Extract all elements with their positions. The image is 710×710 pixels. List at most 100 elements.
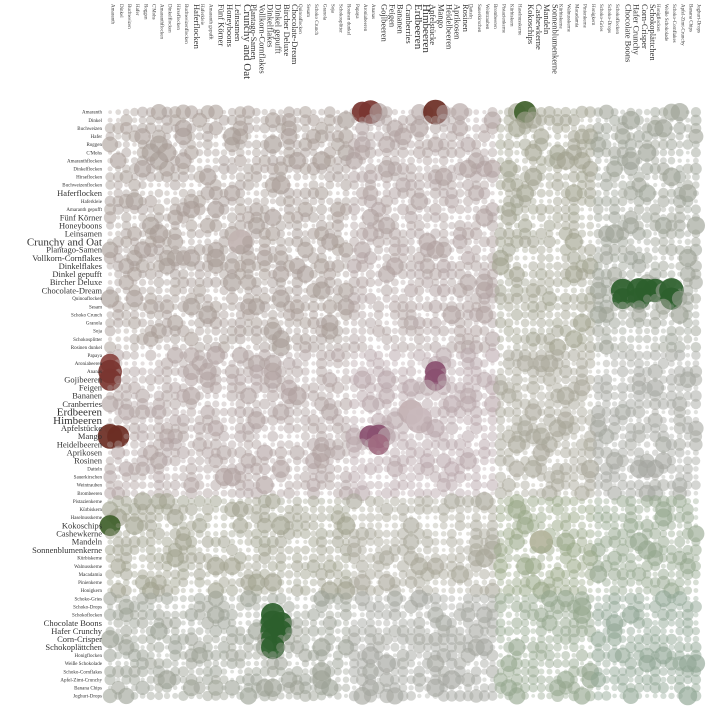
bubble-5-14 xyxy=(220,149,228,156)
bubble-40-38 xyxy=(415,432,424,441)
bubble-30-37 xyxy=(407,351,415,360)
bubble-23-72 xyxy=(690,293,702,304)
bubble-63-55 xyxy=(554,620,561,626)
bubble-32-63 xyxy=(617,365,629,378)
bubble-5-17 xyxy=(245,149,252,156)
bubble-56-34 xyxy=(383,562,391,570)
bubble-67-17 xyxy=(244,651,253,660)
bubble-24-7 xyxy=(159,299,175,315)
bubble-14-9 xyxy=(181,223,186,228)
bubble-31-59 xyxy=(585,358,596,369)
bubble-21-22 xyxy=(287,280,292,285)
bubble-33-21 xyxy=(276,375,286,385)
bubble-30-56 xyxy=(561,350,571,360)
bubble-21-19 xyxy=(261,279,268,286)
bubble-18-61 xyxy=(599,251,614,265)
bubble-18-24 xyxy=(301,254,310,262)
bubble-41-60 xyxy=(592,439,604,450)
bubble-25-9 xyxy=(181,312,186,317)
bubble-31-65 xyxy=(634,358,644,369)
bubble-3-9 xyxy=(174,127,193,146)
bubble-28-37 xyxy=(409,337,414,342)
bubble-10-55 xyxy=(554,190,561,196)
bubble-13-56 xyxy=(560,212,571,223)
bubble-20-11 xyxy=(194,269,205,280)
bubble-65-25 xyxy=(311,637,316,642)
bubble-10-69 xyxy=(666,188,677,198)
bubble-14-42 xyxy=(448,221,456,230)
bubble-42-0 xyxy=(107,450,113,455)
bubble-22-6 xyxy=(155,286,163,295)
bubble-34-62 xyxy=(611,384,618,391)
bubble-27-13 xyxy=(211,326,221,336)
bubble-29-29 xyxy=(341,342,351,352)
bubble-51-61 xyxy=(601,520,612,531)
bubble-6-2 xyxy=(123,158,129,164)
bubble-28-41 xyxy=(441,336,447,342)
bubble-63-5 xyxy=(148,620,153,626)
bubble-50-17 xyxy=(246,515,251,520)
bubble-13-61 xyxy=(602,213,611,222)
bubble-42-11 xyxy=(195,448,204,457)
bubble-13-26 xyxy=(317,213,326,222)
bubble-53-38 xyxy=(416,539,422,545)
bubble-35-60 xyxy=(593,391,603,401)
bubble-25-30 xyxy=(348,309,360,321)
bubble-40-65 xyxy=(632,429,646,444)
bubble-2-69 xyxy=(669,126,674,131)
bubble-10-18 xyxy=(253,190,260,197)
bubble-46-27 xyxy=(324,480,335,491)
bubble-12-52 xyxy=(527,204,539,215)
bubble-20-10 xyxy=(188,271,195,278)
bubble-52-13 xyxy=(213,531,219,537)
bubble-4-48 xyxy=(495,139,506,150)
bubble-18-37 xyxy=(407,254,416,262)
bubble-11-65 xyxy=(633,195,645,207)
bubble-7-16 xyxy=(237,165,244,172)
bubble-46-38 xyxy=(416,481,423,489)
bubble-23-35 xyxy=(390,294,399,303)
bubble-47-22 xyxy=(283,487,295,499)
bubble-54-53 xyxy=(537,545,546,555)
bubble-9-41 xyxy=(438,179,450,191)
bubble-40-5 xyxy=(146,432,156,441)
bubble-36-5 xyxy=(148,401,153,407)
bubble-18-43 xyxy=(457,255,463,261)
bubble-8-56 xyxy=(562,173,570,181)
bubble-46-2 xyxy=(122,480,131,490)
bubble-10-54 xyxy=(545,189,554,197)
bubble-46-42 xyxy=(445,479,458,492)
bubble-31-27 xyxy=(326,360,334,367)
bubble-42-49 xyxy=(504,447,514,458)
bubble-21-15 xyxy=(222,273,242,292)
bubble-46-43 xyxy=(457,482,463,488)
bubble-40-70 xyxy=(676,433,683,440)
bubble-9-28 xyxy=(335,182,341,188)
bubble-61-24 xyxy=(302,603,309,610)
bubble-25-66 xyxy=(644,312,650,318)
bubble-37-50 xyxy=(512,407,522,417)
bubble-19-28 xyxy=(331,259,345,273)
bubble-68-17 xyxy=(245,660,251,667)
bubble-67-58 xyxy=(575,649,589,662)
bubble-30-58 xyxy=(577,350,587,361)
bubble-63-1 xyxy=(113,618,124,628)
bubble-33-29 xyxy=(341,374,351,385)
bubble-14-7 xyxy=(164,223,170,228)
bubble-4-70 xyxy=(676,140,684,149)
bubble-41-39 xyxy=(421,438,433,451)
bubble-14-35 xyxy=(390,221,400,231)
bubble-1-41 xyxy=(437,113,451,127)
bubble-56-22 xyxy=(286,563,293,570)
bubble-61-59 xyxy=(587,604,593,609)
bubble-20-69 xyxy=(667,270,676,279)
bubble-18-51 xyxy=(522,255,528,261)
bubble-29-21 xyxy=(271,338,290,357)
bubble-5-35 xyxy=(390,148,400,158)
bubble-6-1 xyxy=(109,152,127,169)
bubble-16-25 xyxy=(311,239,316,244)
bubble-29-5 xyxy=(148,344,154,350)
bubble-4-20 xyxy=(263,135,282,154)
bubble-48-72 xyxy=(692,498,699,505)
bubble-15-69 xyxy=(666,228,677,240)
